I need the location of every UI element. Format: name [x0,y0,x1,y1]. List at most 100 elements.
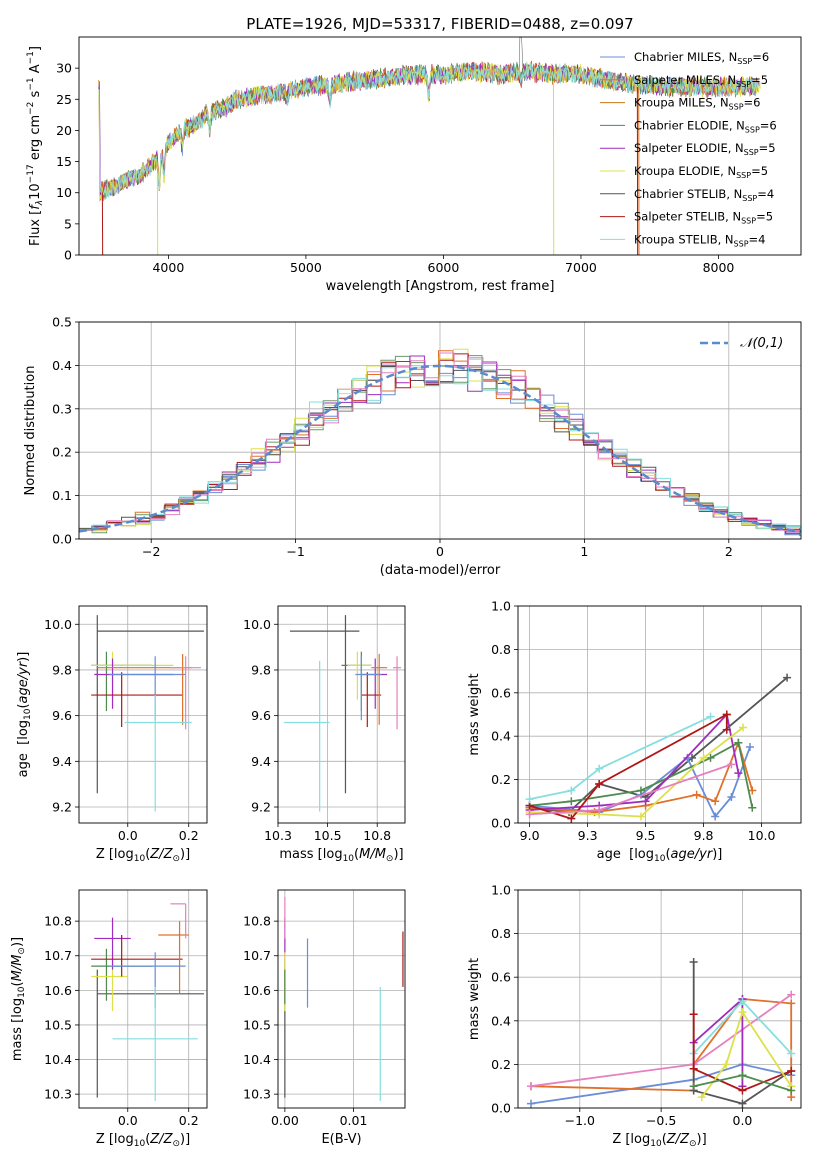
y-axis-label: Normed distribution [23,366,38,496]
panel-age_vs_Z: 0.0 0.2 9.2 9.4 9.6 9.8 10.0 Z [log10(Z/Z⊙)] age… [16,605,208,864]
y-tick-label-1: 9.4 [52,754,72,769]
plot-area-weight_vs_Z [527,957,796,1108]
panel-mass_vs_Z: 0.0 0.2 10.3 10.4 10.5 10.6 10.7 10.8 Z [log10(Z… [10,889,208,1149]
y-tick-label-2: 9.6 [251,708,271,723]
plot-area-age_vs_mass [283,615,402,812]
y-axis-label: mass weight [467,673,482,755]
weight-marker-6-0 [689,1010,698,1019]
weight-marker-2-2 [787,990,796,999]
x-axis-label: mass [log10(M/M⊙)] [279,847,403,864]
weight-marker-0-0 [527,1099,536,1108]
x-tick-label-1: −0.5 [646,1113,676,1128]
axes-frame [78,321,802,540]
y-tick-label-1: 9.4 [251,754,271,769]
weight-marker-6-1 [689,1064,698,1073]
y-tick-label-3: 9.8 [52,662,72,677]
x-tick-label-0: 10.3 [264,828,292,843]
y-axis-label: mass weight [467,958,482,1040]
weight-marker-5-3 [699,753,708,762]
weight-marker-6-3 [722,710,731,719]
weight-line-4 [693,996,744,1087]
legend-sub-4: SSP [744,148,759,157]
weight-marker-3-0 [689,957,698,966]
x-tick-label-0: −2 [142,544,160,559]
weight-marker-5-2 [787,1049,796,1058]
legend-num-5: =5 [751,164,768,178]
weight-marker-8-0 [525,810,534,819]
weight-marker-1-5 [727,792,736,801]
plot-area-weight_vs_age [525,673,792,823]
weight-marker-3-1 [567,797,576,806]
axes-frame [277,889,406,1109]
legend-label-2: Kroupa MILES, NSSP=6 [634,96,760,112]
x-axis-label: E(B-V) [321,1132,361,1147]
legend-num-3: =6 [760,118,777,132]
x-tick-label-2: 6000 [428,260,460,275]
x-axis-label: Z [log10(Z/Z⊙)] [96,1132,190,1149]
y-tick-label-3: 10.6 [243,983,271,998]
x-tick-label-2: 10.8 [363,828,391,843]
weight-marker-6-2 [595,779,604,788]
legend-label-3: Chabrier ELODIE, NSSP=6 [634,118,777,134]
legend-label-4: Salpeter ELODIE, NSSP=5 [634,141,776,157]
y-tick-label-0: 9.2 [52,800,72,815]
plot-area-spectrum [98,37,761,255]
plot-area-mass_vs_Z [91,903,204,1102]
weight-marker-3-2 [738,1099,747,1108]
y-axis-label: mass [log10(M/M⊙)] [10,937,27,1061]
x-tick-label-0: −1.0 [565,1113,595,1128]
panel-weight_vs_age: 9.0 9.3 9.5 9.8 10.0 0.0 0.2 0.4 0.6 0.8 1.0 age [l… [467,599,802,864]
x-tick-label-1: 0.01 [340,1113,368,1128]
weight-marker-0-5 [783,673,792,682]
y-tick-label-0: 0 [64,248,72,263]
y-tick-label-2: 0.4 [491,729,511,744]
legend-sub-2: SSP [729,103,744,112]
y-tick-label-4: 0.8 [491,926,511,941]
x-tick-label-1: 0.2 [179,1113,199,1128]
y-tick-label-0: 0.0 [491,1101,511,1116]
weight-marker-5-1 [738,997,747,1006]
weight-marker-7-1 [722,1060,731,1069]
axes-frame [78,605,208,824]
legend-num-4: =5 [759,141,776,155]
x-axis-label: age [log10(age/yr)] [597,847,723,864]
weight-line-7 [529,715,711,800]
legend-label-1: Salpeter MILES, NSSP=5 [634,73,768,89]
y-tick-label-1: 10.4 [44,1052,72,1067]
panel-spectrum: 4000 5000 6000 7000 8000 0 5 10 15 20 25 30 waveleng… [26,36,802,294]
y-tick-label-4: 10.0 [44,617,72,632]
x-tick-label-1: 5000 [290,260,322,275]
legend-label-0: Chabrier MILES, NSSP=6 [634,50,769,66]
y-tick-label-3: 15 [56,154,72,169]
weight-line-4 [529,712,740,811]
legend-num-6: =4 [757,187,774,201]
y-tick-label-3: 0.6 [491,685,511,700]
weight-marker-6-2 [738,1086,747,1095]
x-tick-label-0: 0.0 [118,828,138,843]
y-axis-label: age [log10(age/yr)] [16,652,33,778]
weight-marker-2-3 [692,790,701,799]
y-tick-label-2: 10.5 [44,1017,72,1032]
weight-line-6 [692,1014,792,1092]
weight-marker-3-4 [734,738,743,747]
x-tick-label-4: 10.0 [748,828,776,843]
weight-marker-4-4 [734,769,743,778]
axes-frame [517,889,802,1109]
axes-frame [277,605,406,824]
panel-weight_vs_Z: −1.0 −0.5 0.0 0.0 0.2 0.4 0.6 0.8 1.0 Z [log10(Z/… [467,883,802,1149]
y-tick-label-5: 10.8 [243,914,271,929]
x-tick-label-1: −1 [286,544,304,559]
legend-label-6: Chabrier STELIB, NSSP=4 [634,187,774,203]
x-tick-label-2: 0.0 [733,1113,753,1128]
weight-marker-2-4 [711,797,720,806]
weight-marker-6-4 [722,725,731,734]
plot-area-mass_vs_ebv [284,896,404,1102]
legend-label-5: Kroupa ELODIE, NSSP=5 [634,164,768,180]
weight-marker-3-3 [706,753,715,762]
legend-sub-0: SSP [737,57,752,66]
plot-area-residuals [78,348,802,537]
y-tick-label-1: 5 [64,216,72,231]
y-tick-label-4: 10.7 [44,948,72,963]
legend-num-2: =6 [744,96,761,110]
legend-num-0: =6 [752,50,769,64]
